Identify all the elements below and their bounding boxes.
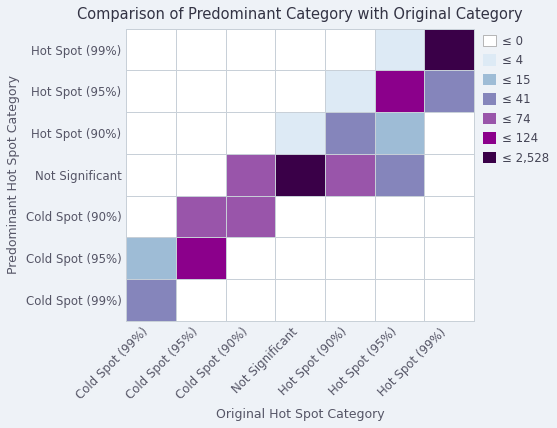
Bar [275,29,325,70]
Bar [374,154,424,196]
Legend: ≤ 0, ≤ 4, ≤ 15, ≤ 41, ≤ 74, ≤ 124, ≤ 2,528: ≤ 0, ≤ 4, ≤ 15, ≤ 41, ≤ 74, ≤ 124, ≤ 2,5… [483,35,549,164]
Bar [176,196,226,237]
Bar [126,237,176,279]
Bar [275,154,325,196]
Bar [424,237,474,279]
Bar [374,196,424,237]
Bar [374,70,424,112]
Bar [275,196,325,237]
Bar [176,154,226,196]
Bar [126,279,176,321]
Bar [374,237,424,279]
Y-axis label: Predominant Hot Spot Category: Predominant Hot Spot Category [7,75,20,274]
Bar [226,29,275,70]
Bar [275,112,325,154]
X-axis label: Original Hot Spot Category: Original Hot Spot Category [216,408,384,421]
Bar [126,154,176,196]
Bar [374,279,424,321]
Bar [424,112,474,154]
Bar [325,196,374,237]
Bar [226,70,275,112]
Bar [126,29,176,70]
Title: Comparison of Predominant Category with Original Category: Comparison of Predominant Category with … [77,7,523,22]
Bar [226,112,275,154]
Bar [126,196,176,237]
Bar [126,112,176,154]
Bar [424,29,474,70]
Bar [325,29,374,70]
Bar [424,279,474,321]
Bar [176,112,226,154]
Bar [424,70,474,112]
Bar [226,154,275,196]
Bar [325,154,374,196]
Bar [226,279,275,321]
Bar [226,237,275,279]
Bar [126,70,176,112]
Bar [176,237,226,279]
Bar [176,70,226,112]
Bar [325,112,374,154]
Bar [325,70,374,112]
Bar [374,29,424,70]
Bar [325,279,374,321]
Bar [275,237,325,279]
Bar [275,70,325,112]
Bar [176,29,226,70]
Bar [374,112,424,154]
Bar [176,279,226,321]
Bar [325,237,374,279]
Bar [424,196,474,237]
Bar [226,196,275,237]
Bar [275,279,325,321]
Bar [424,154,474,196]
